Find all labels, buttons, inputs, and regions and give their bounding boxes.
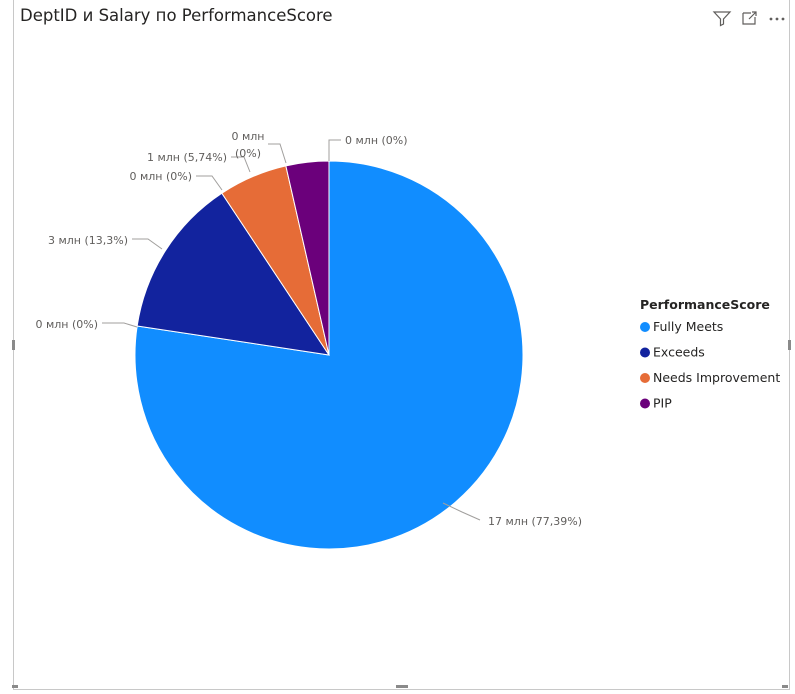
leader-line <box>268 143 287 164</box>
leader-line <box>442 502 481 521</box>
leader-line <box>196 175 223 191</box>
legend-marker[interactable] <box>640 398 650 409</box>
legend-item-exceeds[interactable]: Exceeds <box>653 345 705 360</box>
leader-line <box>231 156 251 173</box>
legend-item-needs-improvement[interactable]: Needs Improvement <box>653 370 780 385</box>
resize-handle-bottom-left[interactable] <box>12 685 18 688</box>
data-label: 0 млн (0%) <box>129 170 192 183</box>
legend-marker[interactable] <box>640 373 650 383</box>
leader-line <box>328 139 341 161</box>
more-options-icon[interactable] <box>767 9 787 27</box>
legend-title: PerformanceScore <box>640 297 770 312</box>
frame-border-bottom <box>13 689 790 690</box>
data-label: 17 млн (77,39%) <box>488 515 582 528</box>
data-label: 0 млн (0%) <box>35 318 98 331</box>
resize-handle-right[interactable] <box>788 340 791 350</box>
legend-item-pip[interactable]: PIP <box>653 396 672 411</box>
data-label: 0 млн <box>231 130 264 143</box>
data-label: 3 млн (13,3%) <box>48 234 128 247</box>
pie-slice-exceeds[interactable] <box>136 192 331 356</box>
data-label: (0%) <box>235 147 261 160</box>
legend-marker[interactable] <box>640 322 650 332</box>
legend-marker[interactable] <box>640 347 650 358</box>
leader-line <box>132 238 163 250</box>
chart-title: DeptID и Salary по PerformanceScore <box>20 6 333 25</box>
legend-item-fully-meets[interactable]: Fully Meets <box>653 319 723 334</box>
data-label: 1 млн (5,74%) <box>147 151 227 164</box>
filter-icon[interactable] <box>712 9 732 27</box>
resize-handle-left[interactable] <box>12 340 15 350</box>
resize-handle-bottom[interactable] <box>396 685 408 688</box>
leader-line <box>102 322 138 328</box>
resize-handle-bottom-right[interactable] <box>782 685 788 688</box>
data-label: 0 млн (0%) <box>345 134 408 147</box>
focus-mode-icon[interactable] <box>740 9 760 27</box>
